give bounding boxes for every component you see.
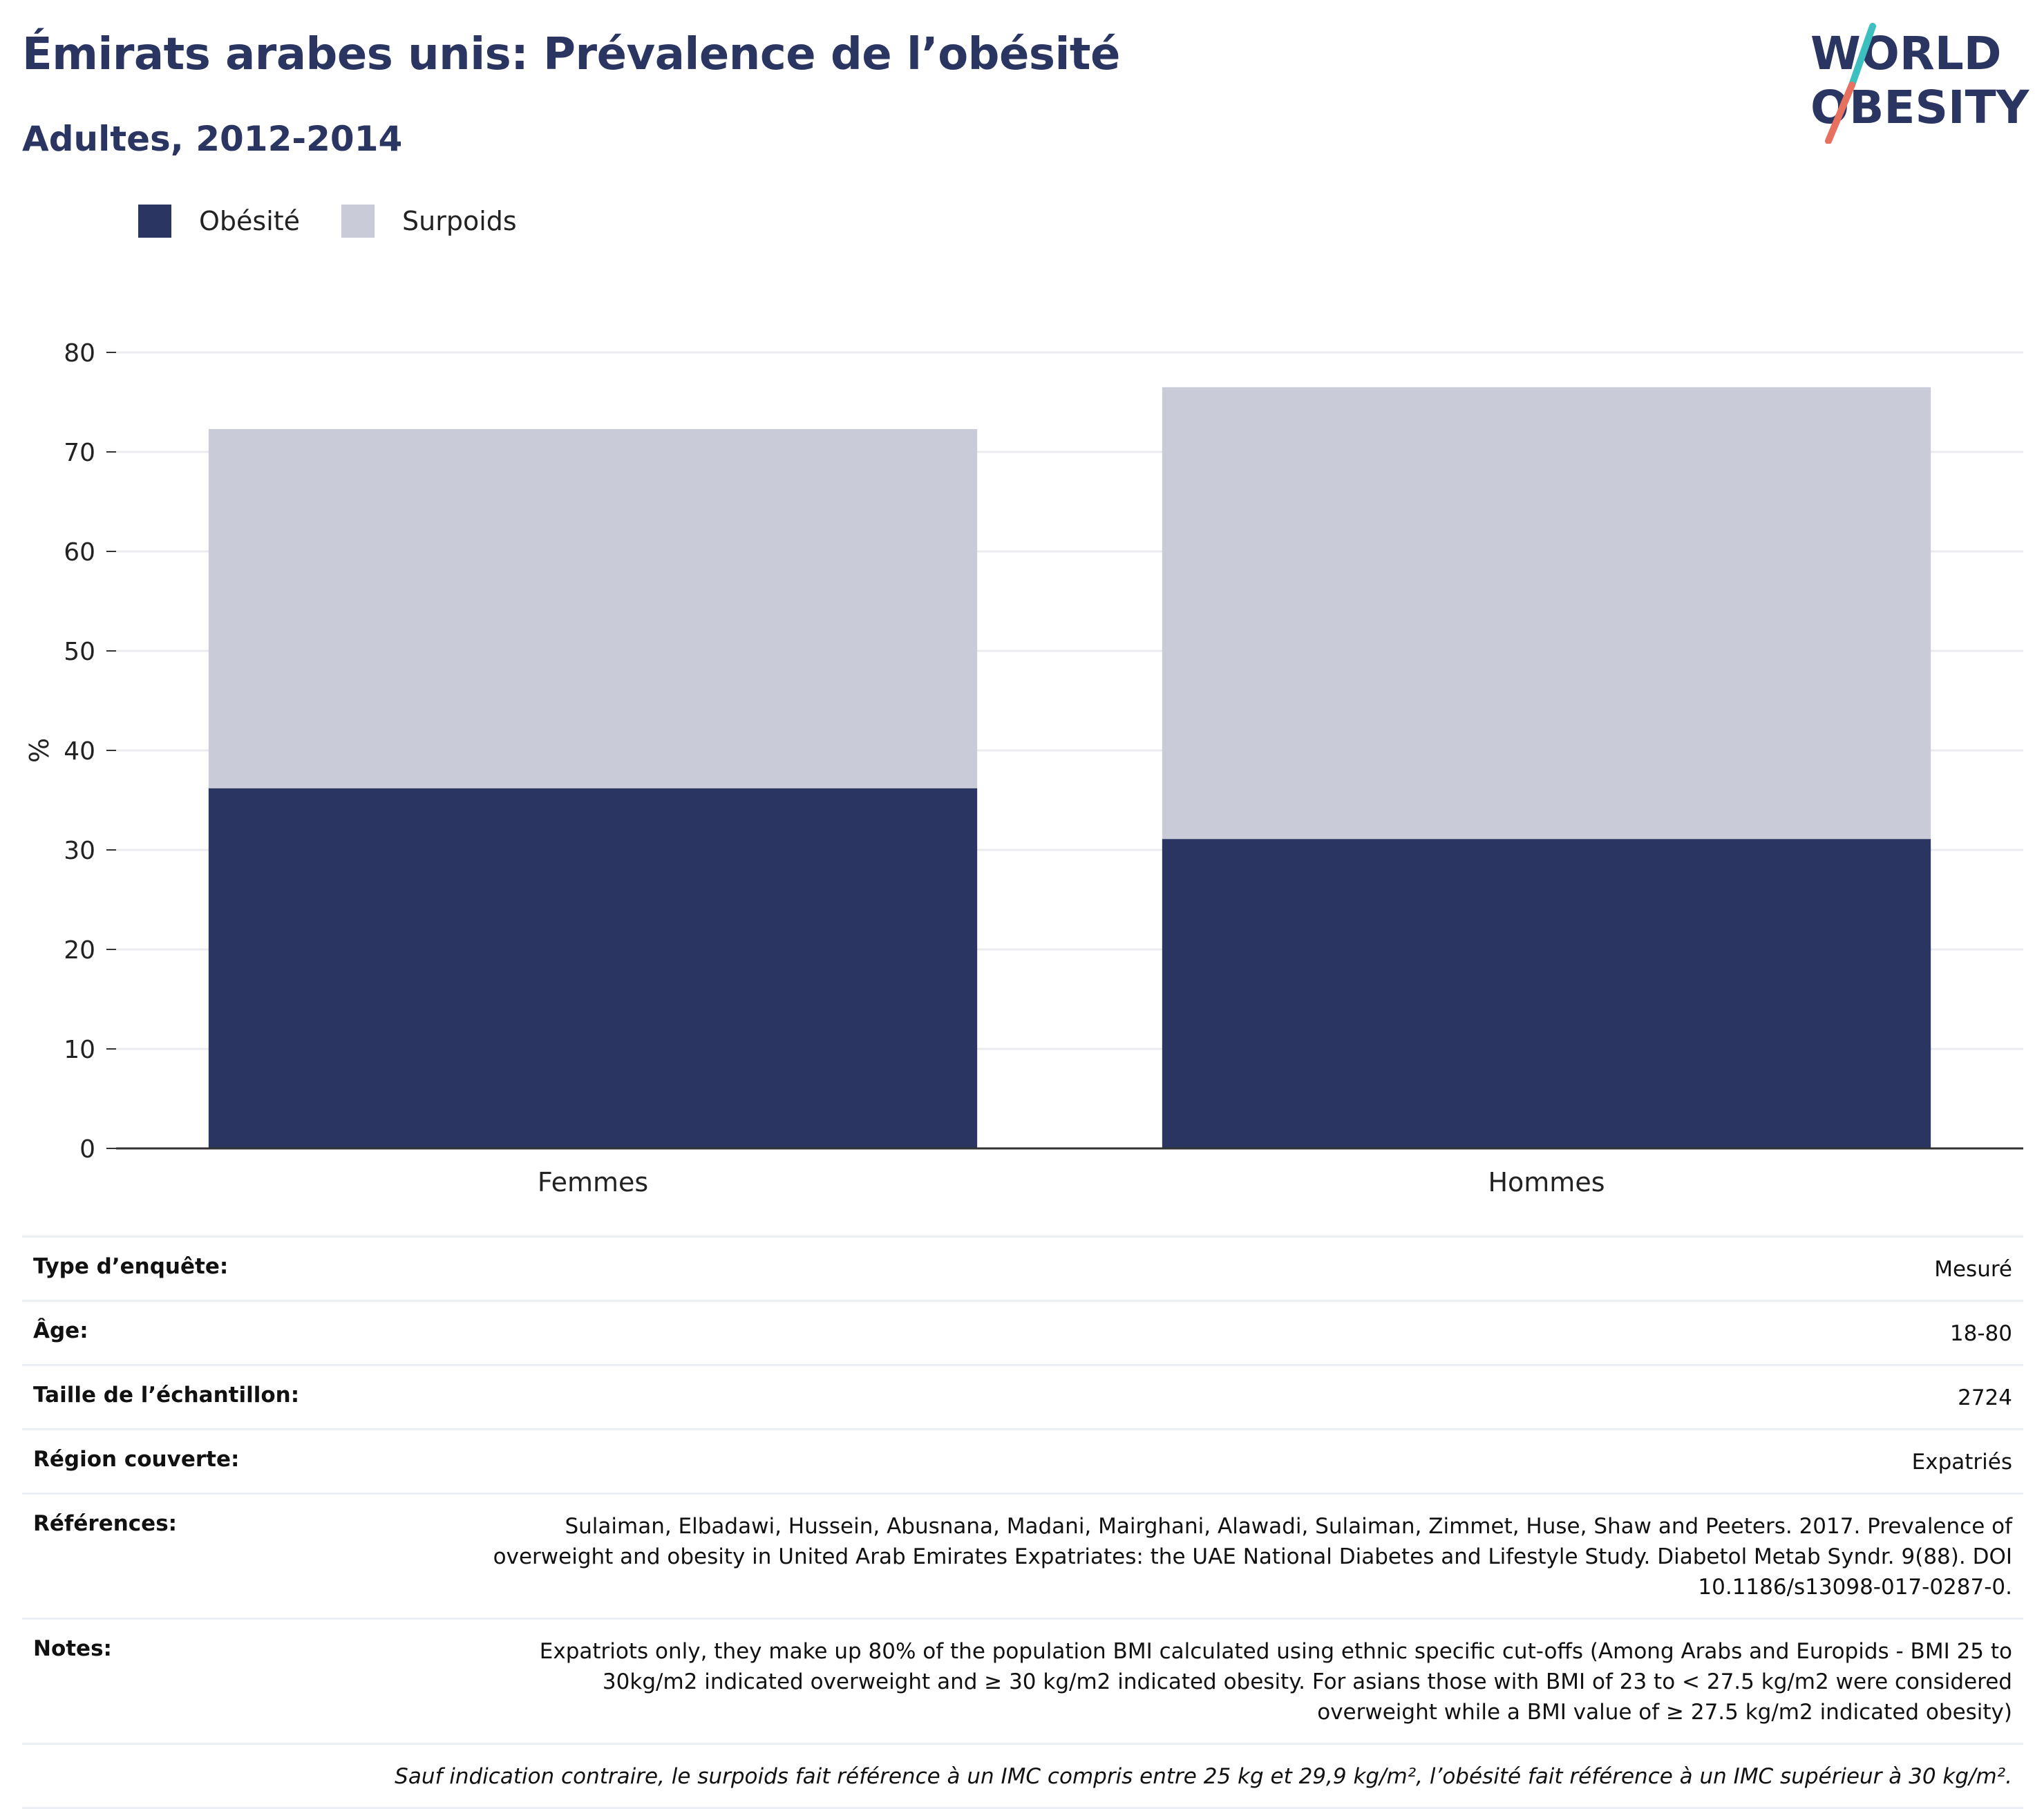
legend-label-obesite: Obésité xyxy=(199,206,301,236)
legend-label-surpoids: Surpoids xyxy=(402,206,517,236)
y-tick-label: 10 xyxy=(64,1036,95,1064)
legend-swatch-surpoids xyxy=(341,205,375,238)
y-tick-label: 80 xyxy=(64,339,95,368)
meta-row-footnote: Sauf indication contraire, le surpoids f… xyxy=(22,1743,2023,1809)
meta-row-survey-type: Type d’enquête: Mesuré xyxy=(22,1235,2023,1300)
y-tick-label: 20 xyxy=(64,936,95,965)
x-tick-label: Femmes xyxy=(538,1167,648,1197)
world-obesity-logo: WORLD OBESITY xyxy=(1810,23,2030,144)
y-tick-label: 70 xyxy=(64,439,95,467)
page-subtitle: Adultes, 2012-2014 xyxy=(22,119,403,159)
y-tick-label: 30 xyxy=(64,837,95,865)
meta-key: Taille de l’échantillon: xyxy=(33,1383,300,1408)
bar-surpoids-hommes xyxy=(1162,387,1931,840)
meta-key: Notes: xyxy=(33,1636,112,1662)
meta-value: Expatriots only, they make up 80% of the… xyxy=(539,1639,2012,1725)
y-tick-label: 60 xyxy=(64,538,95,567)
footnote-text: Sauf indication contraire, le surpoids f… xyxy=(395,1764,2012,1790)
y-axis-label: % xyxy=(24,738,55,763)
legend-swatch-obesite xyxy=(138,205,171,238)
stacked-bar-chart: 0 10 20 30 40 50 60 70 80% Femmes Hommes xyxy=(24,339,2023,1197)
meta-key: Références: xyxy=(33,1511,178,1537)
legend-item-surpoids[interactable]: Surpoids xyxy=(341,205,517,238)
meta-row-region: Région couverte: Expatriés xyxy=(22,1428,2023,1493)
logo-teal-stroke xyxy=(1848,23,1876,88)
chart-legend: Obésité Surpoids xyxy=(138,205,558,238)
meta-value: 18-80 xyxy=(1949,1321,2012,1347)
bar-ob-sit--hommes xyxy=(1162,839,1931,1148)
bar-surpoids-femmes xyxy=(208,428,978,788)
logo-coral-stroke xyxy=(1825,82,1855,144)
y-tick-label: 0 xyxy=(79,1135,95,1164)
legend-item-obesite[interactable]: Obésité xyxy=(138,205,300,238)
meta-value: 2724 xyxy=(1958,1385,2012,1411)
logo-line1: WORLD xyxy=(1810,27,2002,80)
meta-key: Âge: xyxy=(33,1318,88,1344)
x-tick-label: Hommes xyxy=(1488,1167,1605,1197)
meta-key: Région couverte: xyxy=(33,1447,240,1472)
bar-ob-sit--femmes xyxy=(208,788,978,1148)
meta-row-notes: Notes: Expatriots only, they make up 80%… xyxy=(22,1618,2023,1743)
meta-row-references: Références: Sulaiman, Elbadawi, Hussein,… xyxy=(22,1493,2023,1618)
meta-row-age: Âge: 18-80 xyxy=(22,1300,2023,1364)
meta-row-sample-size: Taille de l’échantillon: 2724 xyxy=(22,1364,2023,1428)
meta-value: Mesuré xyxy=(1934,1257,2012,1282)
y-tick-label: 50 xyxy=(64,638,95,666)
metadata-table: Type d’enquête: Mesuré Âge: 18-80 Taille… xyxy=(22,1235,2023,1809)
page-title: Émirats arabes unis: Prévalence de l’obé… xyxy=(22,29,1120,80)
meta-value: Sulaiman, Elbadawi, Hussein, Abusnana, M… xyxy=(493,1514,2012,1600)
y-tick-label: 40 xyxy=(64,737,95,766)
meta-key: Type d’enquête: xyxy=(33,1254,229,1279)
meta-value: Expatriés xyxy=(1911,1450,2012,1475)
